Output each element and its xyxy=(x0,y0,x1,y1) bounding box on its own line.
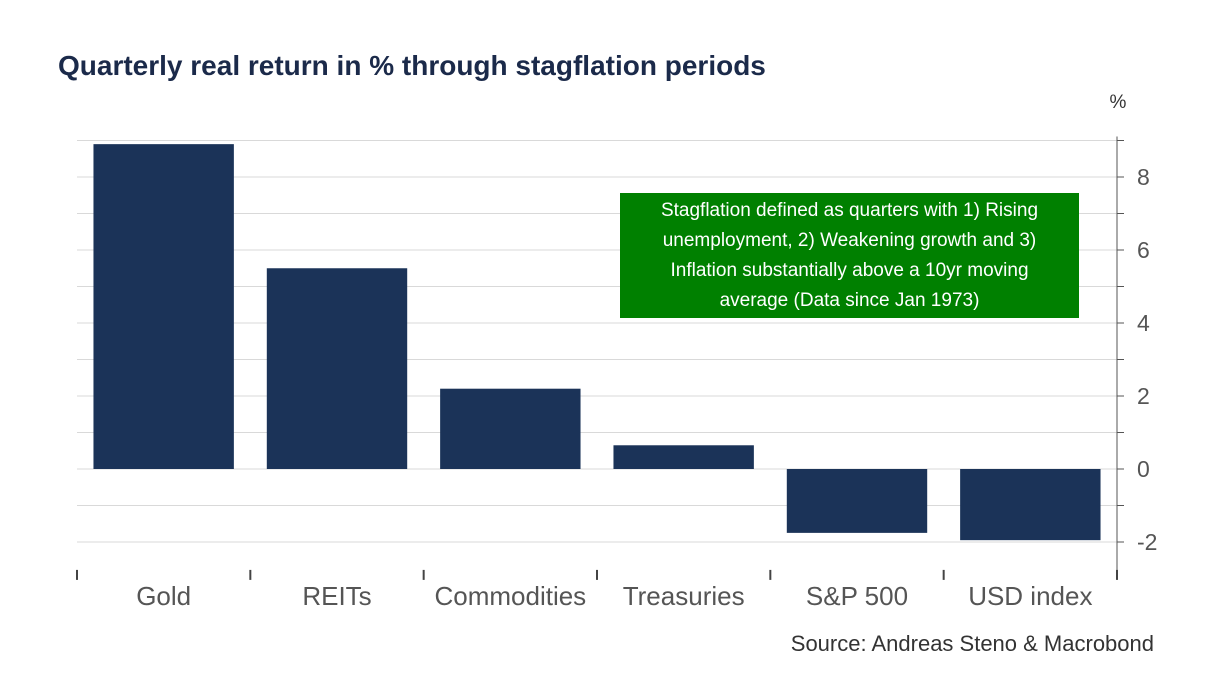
y-tick-label: 6 xyxy=(1137,237,1150,263)
y-tick-label: 2 xyxy=(1137,383,1150,409)
bar-s-p-500 xyxy=(786,469,928,533)
bars xyxy=(93,144,1101,541)
axes: -2 0 2 4 6 8 Gold REITs Commodities Treasuries S&P… xyxy=(76,136,1157,611)
x-category-label: USD index xyxy=(968,581,1092,611)
annotation-text: Stagflation defined as quarters with 1) … xyxy=(660,199,1039,311)
y-tick-label: 0 xyxy=(1137,456,1150,482)
y-axis-unit-label: % xyxy=(1110,92,1127,113)
bar-reits xyxy=(266,268,408,469)
y-tick-label: 8 xyxy=(1137,164,1150,190)
stagflation-definition-note: Stagflation defined as quarters with 1) … xyxy=(620,193,1079,318)
bar-commodities xyxy=(440,388,581,469)
x-category-label: REITs xyxy=(302,581,371,611)
x-category-label: Treasuries xyxy=(623,581,745,611)
y-tick-label: -2 xyxy=(1137,529,1157,555)
x-category-label: Commodities xyxy=(434,581,586,611)
bar-usd-index xyxy=(960,469,1101,541)
x-category-label: S&P 500 xyxy=(806,581,908,611)
bar-treasuries xyxy=(613,445,754,469)
y-tick-label: 4 xyxy=(1137,310,1150,336)
x-category-label: Gold xyxy=(136,581,191,611)
chart-title: Quarterly real return in % through stagf… xyxy=(58,50,766,81)
source-note: Source: Andreas Steno & Macrobond xyxy=(790,631,1154,656)
bar-gold xyxy=(93,144,234,469)
